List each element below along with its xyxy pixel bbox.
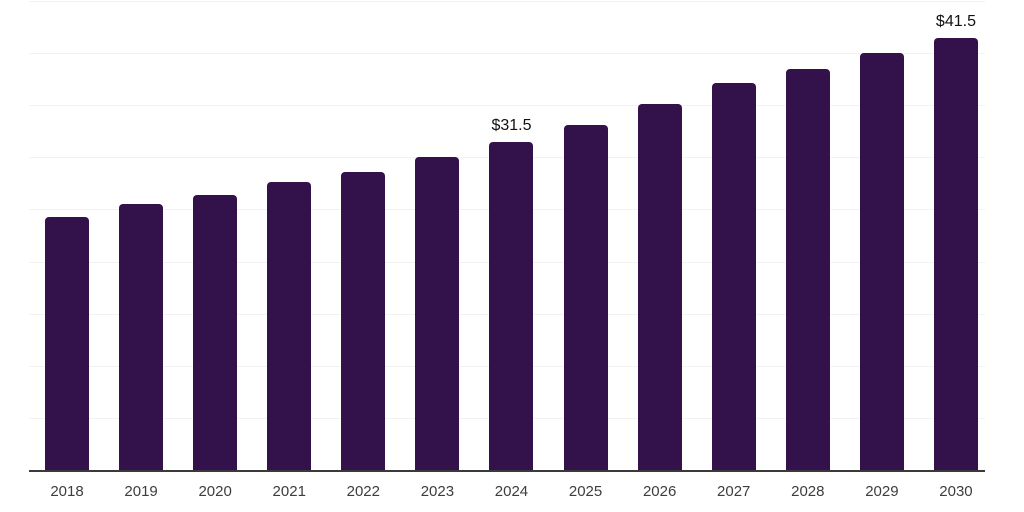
- bar-2023: [415, 157, 460, 470]
- bar-2024: [489, 141, 534, 470]
- bar-2030: [933, 37, 978, 470]
- x-tick-2018: 2018: [50, 483, 84, 500]
- bar-2020: [193, 194, 238, 470]
- plot-area: $31.5 $41.5: [29, 0, 985, 472]
- x-tick-2025: 2025: [568, 483, 603, 500]
- x-tick-2019: 2019: [124, 483, 158, 500]
- value-label-2030: $41.5: [935, 12, 976, 30]
- x-tick-2029: 2029: [865, 483, 899, 500]
- x-tick-2027: 2027: [717, 483, 751, 500]
- x-tick-2021: 2021: [272, 483, 306, 500]
- bar-2028: [785, 68, 830, 470]
- x-tick-2024: 2024: [494, 483, 529, 500]
- bar-2025: [563, 125, 608, 470]
- gridline-35: [29, 105, 985, 107]
- x-tick-2026: 2026: [642, 483, 677, 500]
- x-tick-2023: 2023: [420, 483, 455, 500]
- bar-2021: [267, 182, 312, 470]
- bar-2018: [45, 216, 89, 470]
- bar-2019: [119, 204, 164, 470]
- bar-2027: [711, 83, 756, 470]
- bar-2029: [859, 53, 904, 470]
- bar-2026: [637, 104, 682, 470]
- x-tick-2028: 2028: [791, 483, 825, 500]
- x-tick-2020: 2020: [198, 483, 232, 500]
- gridline-45: [29, 1, 985, 3]
- x-tick-2030: 2030: [939, 483, 973, 500]
- gridline-40: [29, 53, 985, 55]
- value-label-2024: $31.5: [491, 116, 532, 134]
- bar-2022: [341, 171, 386, 470]
- x-tick-2022: 2022: [346, 483, 380, 500]
